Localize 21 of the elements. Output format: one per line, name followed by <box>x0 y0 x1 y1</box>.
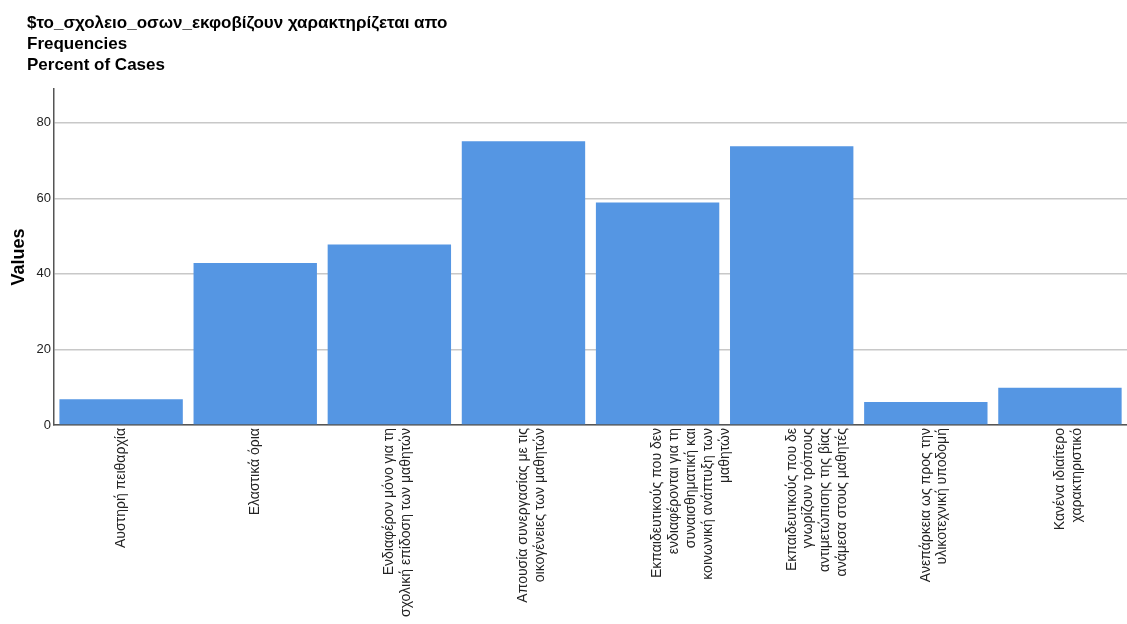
x-tick-label: Κανένα ιδιαίτερο χαρακτηριστικό <box>1050 427 1084 531</box>
bar <box>595 202 720 425</box>
y-tick-label: 0 <box>43 416 52 432</box>
x-tick-label: Ελαστικά όρια <box>246 428 263 516</box>
bar <box>59 399 183 425</box>
x-tick-label: Ενδιαφέρον μόνο για τη σχολική επίδοση των μαθητών <box>380 428 414 618</box>
bar <box>193 262 317 425</box>
bar <box>864 401 988 425</box>
bar <box>730 146 854 425</box>
chart-subtitle: Frequencies Percent of Cases <box>27 33 166 75</box>
y-tick-label: 40 <box>36 265 52 281</box>
y-tick-label: 60 <box>36 189 52 205</box>
y-tick-label: 20 <box>36 341 52 357</box>
bar <box>998 387 1122 425</box>
chart-title: $το_σχολειο_οσων_εκφοβίζουν χαρακτηρίζεται απο <box>27 12 448 33</box>
y-tick-label: 80 <box>36 114 52 130</box>
x-tick-label: Αυστηρή πειθαρχία <box>111 428 128 549</box>
x-tick-label: Εκπαιδευτικούς που δεν ενδιαφέρονται για τη συναισθηματική και κοινωνική ανάπτυξη των μαθητών <box>648 428 732 580</box>
bar <box>327 244 452 425</box>
bar <box>461 141 586 425</box>
y-axis-title: Values <box>7 228 28 286</box>
